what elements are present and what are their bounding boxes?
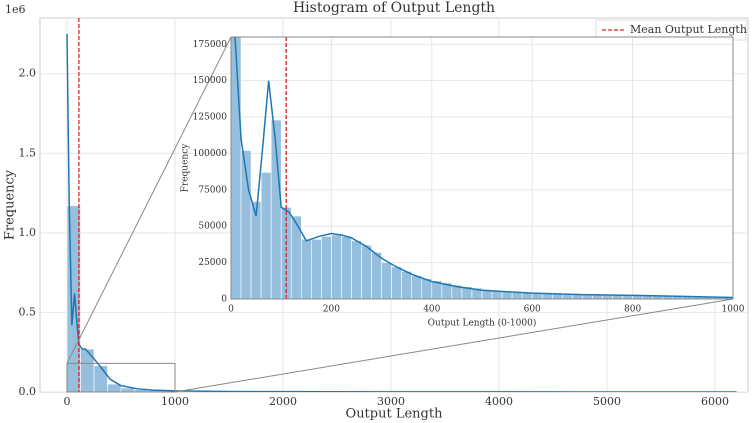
x-tick-label: 3000 [377, 395, 405, 408]
y-tick-label: 150000 [193, 76, 228, 86]
y-offset-label: 1e6 [5, 3, 26, 16]
histogram-bar [341, 236, 352, 299]
x-tick-label: 2000 [269, 395, 297, 408]
x-tick-label: 400 [423, 305, 440, 315]
y-tick-label: 25000 [198, 258, 227, 268]
y-tick-label: 1.5 [19, 146, 37, 159]
zoom-connector [66, 36, 232, 364]
y-tick-label: 175000 [193, 40, 228, 50]
y-axis-label: Frequency [181, 143, 191, 193]
y-tick-label: 50000 [198, 222, 227, 232]
y-tick-label: 2.0 [19, 67, 37, 80]
x-tick-label: 600 [524, 305, 541, 315]
x-tick-label: 1000 [722, 305, 745, 315]
histogram-bar [260, 172, 272, 299]
histogram-bar [361, 244, 372, 299]
y-tick-label: 0.5 [19, 305, 37, 318]
x-tick-label: 1000 [161, 395, 189, 408]
histogram-bar [541, 293, 553, 299]
zoom-connector [174, 298, 734, 393]
histogram-bar [331, 234, 342, 299]
x-tick-label: 5000 [593, 395, 621, 408]
x-tick-label: 4000 [485, 395, 513, 408]
y-tick-label: 75000 [198, 185, 227, 195]
histogram-bar [411, 275, 423, 299]
histogram-bar [300, 239, 312, 299]
histogram-bar [391, 266, 402, 299]
x-tick-label: 800 [624, 305, 641, 315]
histogram-bar [321, 236, 332, 299]
y-tick-label: 1.0 [19, 226, 37, 239]
histogram-bar [381, 262, 392, 299]
x-tick-label: 200 [323, 305, 340, 315]
histogram-bar [551, 293, 563, 299]
plot-layer [231, 37, 733, 299]
x-axis-label: Output Length (0-1000) [428, 318, 537, 329]
zoom-indicator [66, 362, 176, 393]
histogram-bar [521, 292, 533, 299]
kde-line [234, 37, 733, 299]
y-tick-label: 0 [221, 295, 227, 305]
x-tick-label: 6000 [701, 395, 729, 408]
histogram-bar [231, 37, 242, 299]
x-axis-label: Output Length [346, 407, 444, 422]
y-axis-label: Frequency [3, 169, 18, 240]
histogram-bar [311, 239, 322, 299]
y-tick-label: 100000 [193, 149, 228, 159]
x-tick-label: 0 [228, 305, 234, 315]
y-tick-label: 125000 [193, 113, 228, 123]
x-tick-label: 0 [63, 395, 70, 408]
y-tick-label: 0.0 [19, 385, 37, 398]
histogram-bar [501, 291, 513, 299]
legend-label: Mean Output Length [630, 23, 747, 36]
chart-title: Histogram of Output Length [293, 0, 495, 16]
histogram-bar [93, 365, 108, 392]
kde-line [66, 33, 737, 392]
histogram-bar [371, 252, 382, 299]
histogram-bar [531, 293, 543, 299]
inset-frame [230, 36, 734, 300]
histogram-bar [401, 271, 413, 299]
histogram-bar [511, 292, 523, 299]
histogram-bar [351, 240, 362, 299]
